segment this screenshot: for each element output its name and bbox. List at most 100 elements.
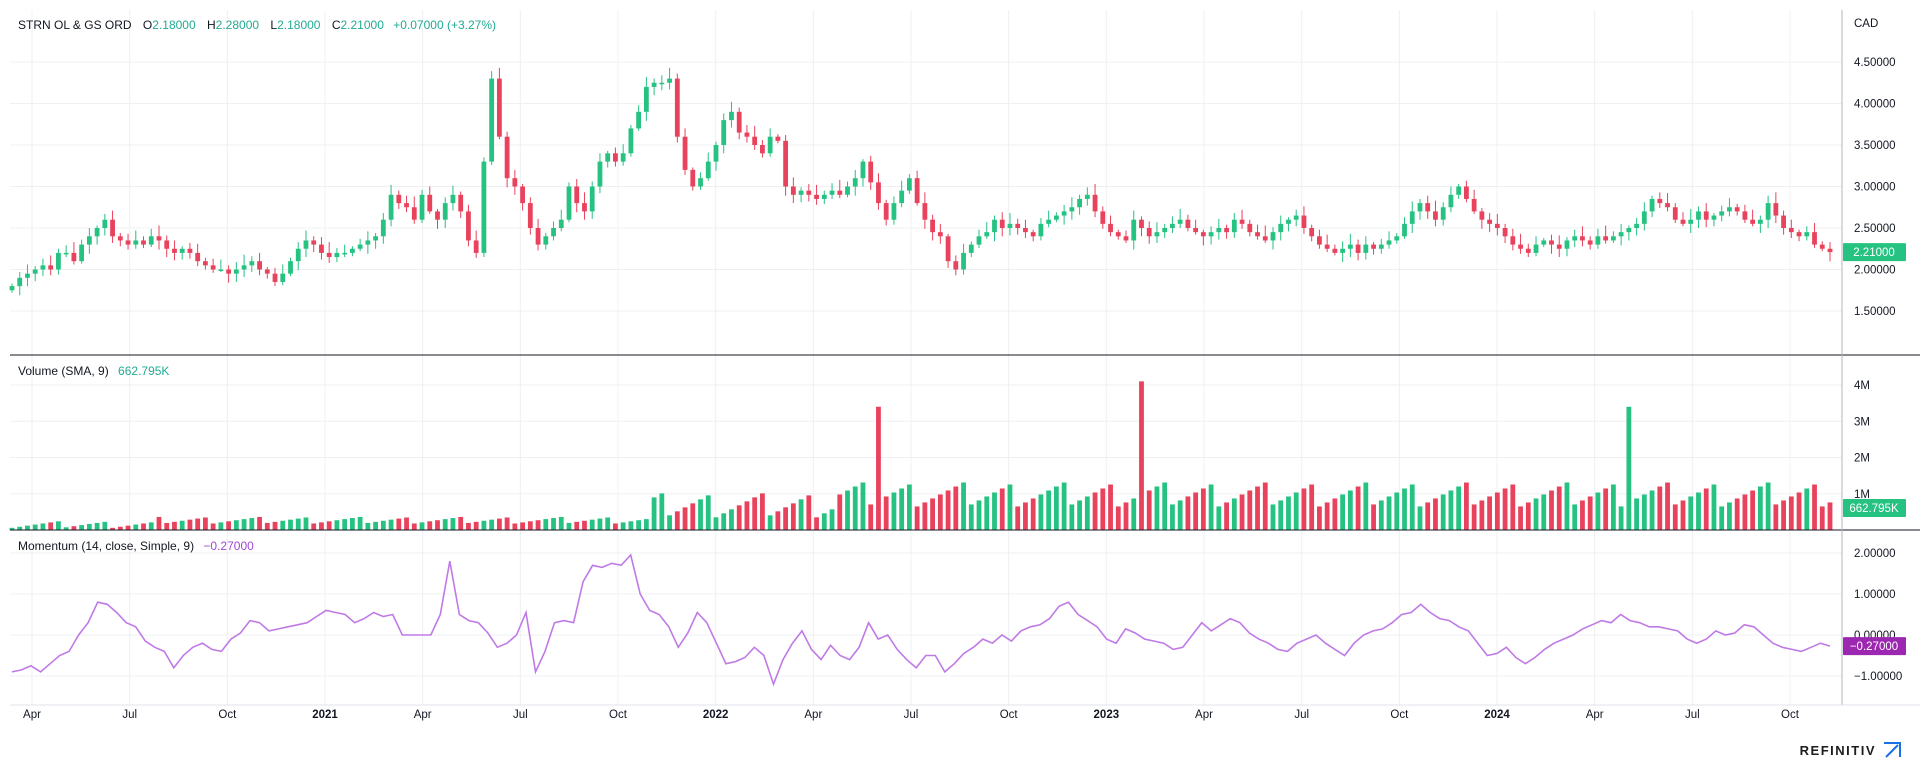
volume-bar — [752, 497, 758, 530]
candle — [1742, 204, 1748, 224]
volume-bar — [1727, 502, 1732, 530]
volume-bar — [829, 509, 835, 530]
candle — [496, 67, 502, 140]
volume-bar — [992, 492, 997, 530]
volume-bar — [821, 513, 827, 530]
candle — [264, 267, 270, 279]
volume-bar — [1533, 498, 1539, 530]
volume-bar — [937, 494, 943, 530]
brand-wordmark: REFINITIV — [1799, 742, 1876, 758]
volume-bar — [721, 513, 727, 530]
volume-bar — [1487, 496, 1493, 530]
volume-bar — [1115, 506, 1121, 530]
volume-bar — [651, 497, 657, 530]
candle — [1139, 216, 1144, 237]
volume-bar — [334, 520, 340, 530]
volume-bar — [674, 511, 680, 530]
candle — [1796, 229, 1802, 242]
candle — [1301, 206, 1307, 234]
volume-bar — [1417, 506, 1423, 530]
candle — [1456, 184, 1462, 199]
svg-text:662.795K: 662.795K — [1849, 503, 1899, 515]
candle — [233, 262, 239, 282]
candle — [674, 73, 680, 143]
refinitiv-logo: REFINITIV — [1800, 741, 1902, 759]
volume-bar — [1239, 494, 1245, 530]
candle — [241, 254, 247, 277]
volume-bar — [543, 519, 549, 530]
candle — [1510, 228, 1516, 251]
x-tick-label: Oct — [1781, 709, 1800, 721]
volume-bar — [1030, 498, 1036, 530]
volume-bar — [1812, 484, 1817, 530]
volume-bar — [1641, 494, 1647, 530]
candle — [1185, 214, 1191, 232]
candle — [620, 144, 626, 166]
candle — [1502, 223, 1508, 243]
volume-tick-label: 3M — [1854, 416, 1870, 428]
low-value: 2.18000 — [277, 18, 321, 32]
candle — [1750, 209, 1756, 227]
candle — [906, 174, 912, 194]
candle — [1038, 218, 1044, 241]
candle — [342, 244, 348, 258]
candle — [999, 212, 1005, 237]
candle — [992, 215, 997, 242]
volume-bar — [442, 519, 448, 530]
candle — [713, 141, 719, 171]
candle — [752, 125, 758, 150]
volume-legend-title: Volume (SMA, 9) — [18, 364, 109, 378]
candle — [218, 259, 224, 272]
volume-legend: Volume (SMA, 9) 662.795K — [18, 364, 171, 378]
volume-bar — [1603, 488, 1609, 530]
candle — [86, 228, 92, 254]
volume-bar — [365, 522, 371, 530]
volume-bar — [1394, 492, 1400, 530]
candle — [17, 271, 23, 296]
volume-bar — [210, 523, 216, 530]
candle — [40, 258, 46, 277]
candle — [1378, 238, 1384, 254]
axes: 4.50000 4.00000 3.50000 3.00000 2.50000 2.000… — [10, 10, 1920, 721]
candle — [760, 140, 765, 158]
volume-bar — [1015, 506, 1021, 530]
volume-bar — [1711, 484, 1717, 530]
candle — [125, 233, 131, 250]
candle — [1286, 217, 1291, 232]
candle — [814, 184, 819, 205]
volume-bar — [187, 519, 193, 530]
candle — [1386, 231, 1392, 249]
volume-bar — [1053, 486, 1059, 530]
volume-bar — [311, 523, 317, 530]
candle — [32, 266, 38, 282]
volume-bar — [1324, 502, 1330, 530]
candle — [1061, 204, 1067, 225]
candle — [56, 248, 61, 275]
candle — [1819, 241, 1825, 252]
candle — [1371, 242, 1376, 255]
volume-bar — [535, 520, 541, 530]
momentum-legend-title: Momentum (14, close, Simple, 9) — [18, 539, 195, 553]
volume-bar — [1208, 484, 1214, 530]
candle — [698, 172, 703, 190]
volume-bar — [473, 521, 479, 530]
volume-bar — [798, 499, 804, 530]
candle — [930, 214, 936, 241]
volume-bar — [922, 502, 928, 530]
candle — [914, 170, 920, 206]
candle — [1030, 229, 1036, 242]
candle — [976, 229, 982, 248]
volume-bar — [218, 522, 224, 530]
candle — [380, 213, 386, 244]
volume-bar — [496, 518, 502, 530]
volume-bar — [1456, 486, 1462, 530]
candle — [1092, 184, 1098, 218]
volume-bar — [1672, 504, 1678, 530]
candle — [148, 228, 154, 248]
candle — [1084, 187, 1090, 206]
candle — [582, 192, 587, 220]
volume-bar — [999, 488, 1005, 530]
candle — [1077, 194, 1082, 215]
